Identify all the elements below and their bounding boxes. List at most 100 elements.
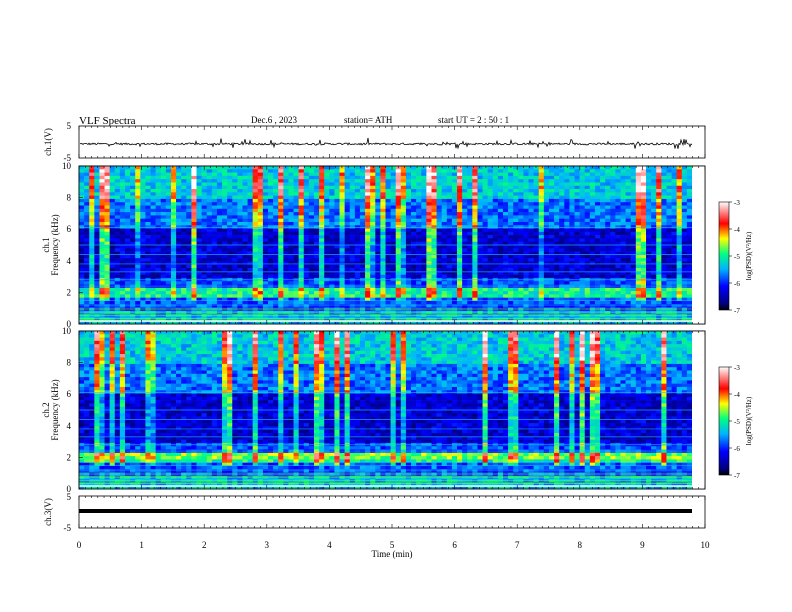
spectrogram-cell	[359, 172, 366, 177]
spectrogram-cell	[324, 202, 330, 206]
spectrogram-cell	[257, 185, 264, 190]
spectrogram-cell	[124, 238, 131, 243]
spectrogram-cell	[186, 281, 192, 285]
spectrogram-cell	[538, 251, 545, 256]
spectrogram-cell	[206, 248, 213, 252]
spectrogram-cell	[329, 208, 335, 213]
spectrogram-cell	[656, 195, 662, 200]
spectrogram-cell	[390, 258, 397, 262]
spectrogram-cell	[104, 235, 110, 239]
spectrogram-cell	[676, 248, 683, 252]
spectrogram-cell	[497, 215, 504, 219]
spectrogram-cell	[247, 221, 253, 226]
spectrogram-cell	[257, 235, 264, 239]
spectrogram-cell	[594, 215, 601, 219]
spectrogram-cell	[472, 241, 478, 246]
spectrogram-cell	[170, 166, 177, 170]
spectrogram-cell	[441, 228, 448, 233]
spectrogram-cell	[216, 254, 223, 259]
spectrogram-cell	[237, 179, 243, 183]
spectrogram-cell	[104, 254, 110, 259]
spectrogram-cell	[610, 208, 616, 213]
spectrogram-cell	[109, 189, 116, 193]
spectrogram-cell	[324, 225, 330, 229]
spectrogram-cell	[610, 241, 616, 246]
spectrogram-cell	[492, 166, 499, 170]
spectrogram-cell	[349, 212, 356, 216]
spectrogram-cell	[130, 271, 136, 275]
spectrogram-cell	[508, 274, 514, 279]
spectrogram-cell	[426, 261, 432, 266]
spectrogram-cell	[620, 195, 626, 200]
spectrogram-cell	[686, 182, 693, 187]
spectrogram-cell	[283, 274, 289, 279]
spectrogram-cell	[181, 294, 187, 298]
spectrogram-cell	[155, 248, 162, 252]
spectrogram-cell	[497, 221, 504, 226]
spectrogram-cell	[431, 228, 437, 233]
spectrogram-cell	[635, 179, 642, 183]
spectrogram-cell	[349, 291, 356, 295]
spectrogram-cell	[436, 231, 442, 236]
spectrogram-cell	[181, 221, 187, 226]
spectrogram-cell	[518, 195, 524, 200]
spectrogram-cell	[477, 268, 483, 272]
spectrogram-cell	[538, 169, 545, 173]
spectrogram-cell	[523, 221, 529, 226]
spectrogram-cell	[79, 238, 85, 243]
spectrogram-cell	[564, 241, 570, 246]
spectrogram-cell	[411, 281, 417, 285]
spectrogram-cell	[462, 195, 468, 200]
spectrogram-cell	[257, 281, 264, 285]
spectrogram-cell	[446, 264, 453, 269]
spectrogram-cell	[84, 166, 90, 170]
spectrogram-cell	[421, 241, 427, 246]
spectrogram-cell	[196, 208, 202, 213]
spectrogram-cell	[298, 205, 305, 210]
spectrogram-cell	[492, 291, 499, 295]
spectrogram-cell	[462, 231, 468, 236]
spectrogram-cell	[548, 245, 555, 249]
spectrogram-cell	[359, 221, 366, 226]
spectrogram-cell	[416, 215, 422, 219]
spectrogram-cell	[416, 258, 422, 262]
spectrogram-cell	[349, 238, 356, 243]
spectrogram-cell	[211, 281, 218, 285]
spectrogram-cell	[232, 254, 238, 259]
spectrogram-cell	[426, 287, 432, 292]
spectrogram-cell	[298, 218, 305, 223]
spectrogram-cell	[170, 231, 177, 236]
spectrogram-cell	[186, 185, 192, 190]
spectrogram-cell	[651, 172, 657, 177]
spectrogram-cell	[247, 195, 253, 200]
spectrogram-cell	[681, 205, 688, 210]
spectrogram-cell	[237, 195, 243, 200]
spectrogram-cell	[564, 182, 570, 187]
spectrogram-cell	[457, 251, 463, 256]
spectrogram-cell	[89, 264, 95, 269]
spectrogram-cell	[477, 235, 483, 239]
spectrogram-cell	[124, 218, 131, 223]
spectrogram-cell	[375, 245, 381, 249]
spectrogram-cell	[405, 268, 412, 272]
spectrogram-cell	[222, 192, 228, 196]
spectrogram-cell	[176, 218, 182, 223]
spectrogram-cell	[416, 212, 422, 216]
spectrogram-cell	[252, 218, 259, 223]
spectrogram-cell	[564, 268, 570, 272]
spectrogram-cell	[533, 175, 540, 180]
spectrogram-cell	[492, 179, 499, 183]
spectrogram-cell	[467, 261, 473, 266]
spectrogram-cell	[666, 172, 672, 177]
spectrogram-cell	[278, 264, 284, 269]
spectrogram-cell	[584, 264, 591, 269]
spectrogram-cell	[165, 212, 172, 216]
spectrogram-cell	[523, 264, 529, 269]
spectrogram-cell	[518, 172, 524, 177]
spectrogram-cell	[119, 215, 126, 219]
spectrogram-cell	[216, 274, 223, 279]
spectrogram-cell	[610, 261, 616, 266]
spectrogram-cell	[482, 185, 488, 190]
spectrogram-cell	[441, 251, 448, 256]
spectrogram-cell	[564, 231, 570, 236]
